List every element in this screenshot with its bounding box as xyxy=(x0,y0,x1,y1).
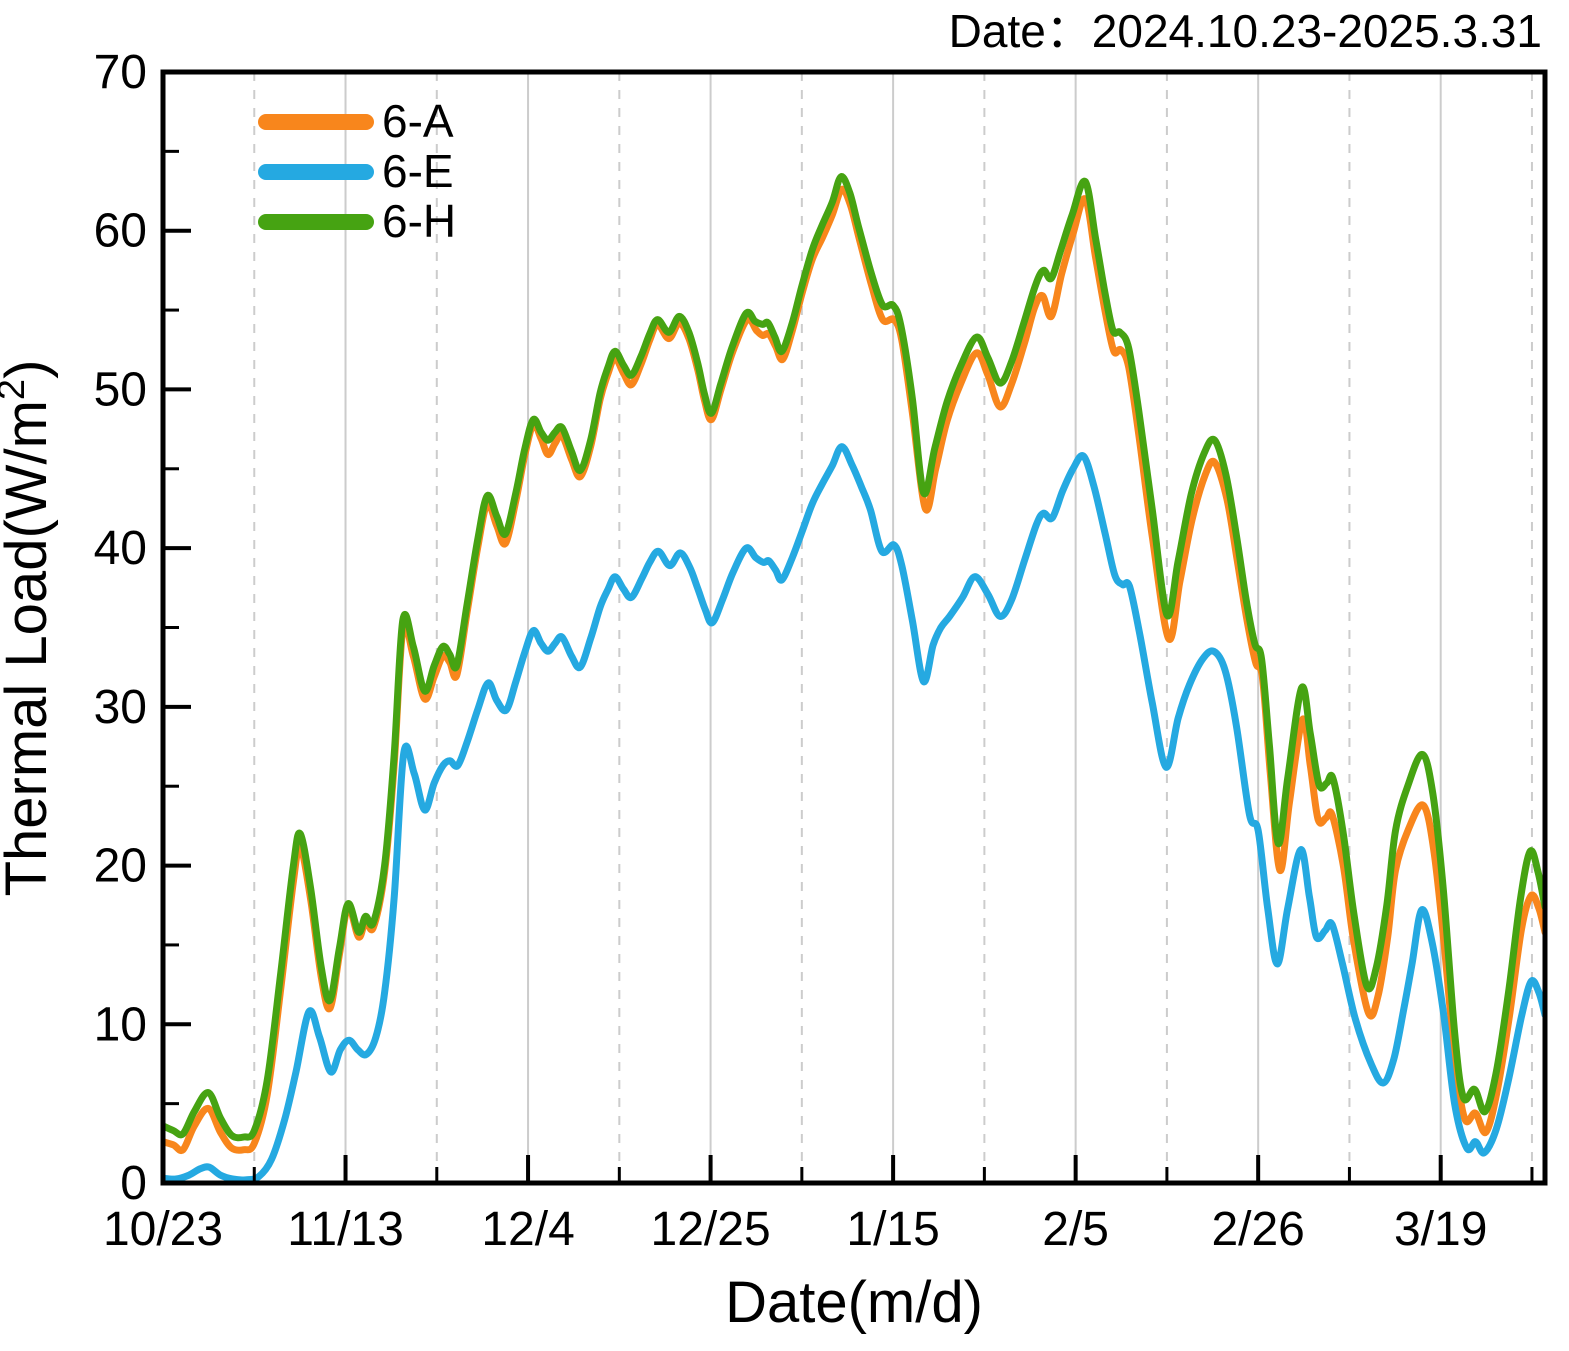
x-axis-label: Date(m/d) xyxy=(725,1270,983,1335)
y-tick-label: 40 xyxy=(94,522,147,575)
series-line-6-H xyxy=(163,173,1545,1142)
grid-lines xyxy=(253,72,1533,1183)
legend-label-6-E: 6-E xyxy=(382,145,454,197)
x-tick-label: 11/13 xyxy=(287,1203,404,1256)
y-tick-label: 10 xyxy=(94,998,147,1051)
data-series xyxy=(163,173,1545,1183)
x-tick-label: 10/23 xyxy=(103,1203,223,1256)
series-line-6-E xyxy=(163,443,1545,1183)
y-tick-label: 60 xyxy=(94,205,147,258)
axis-ticks xyxy=(161,70,1534,1185)
y-tick-label: 50 xyxy=(94,363,147,416)
x-tick-label: 12/25 xyxy=(651,1203,771,1256)
chart-title: Date：2024.10.23-2025.3.31 xyxy=(949,5,1542,57)
x-tick-label: 2/26 xyxy=(1211,1203,1304,1256)
x-tick-label: 12/4 xyxy=(481,1203,574,1256)
axis-tick-labels: 10/23 11/13 12/4 12/25 1/15 2/5 2/26 3/19 0 10 20 3… xyxy=(94,46,1488,1256)
legend-label-6-A: 6-A xyxy=(382,95,454,147)
legend-label-6-H: 6-H xyxy=(382,195,456,247)
x-tick-label: 1/15 xyxy=(846,1203,939,1256)
plot-border xyxy=(160,69,1548,1186)
y-tick-label: 0 xyxy=(120,1157,147,1210)
x-tick-label: 2/5 xyxy=(1042,1203,1109,1256)
y-tick-label: 70 xyxy=(94,46,147,99)
series-line-6-A xyxy=(163,185,1545,1154)
y-axis-label: Thermal Load(W/m2) xyxy=(0,360,59,897)
y-tick-label: 30 xyxy=(94,681,147,734)
x-tick-label: 3/19 xyxy=(1394,1203,1487,1256)
y-tick-label: 20 xyxy=(94,840,147,893)
legend: 6-A6-E6-H xyxy=(258,95,456,247)
